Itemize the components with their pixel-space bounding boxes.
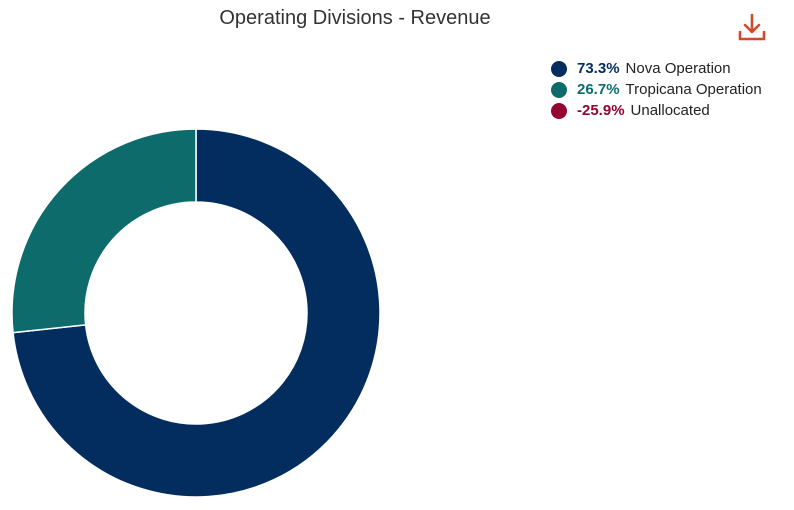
- download-icon: [738, 13, 766, 41]
- legend-item-unallocated[interactable]: -25.9% Unallocated: [551, 100, 762, 121]
- donut-chart: [11, 128, 381, 498]
- legend: 73.3% Nova Operation 26.7% Tropicana Ope…: [551, 58, 762, 121]
- legend-dot-tropicana: [551, 81, 567, 98]
- legend-item-nova[interactable]: 73.3% Nova Operation: [551, 58, 762, 79]
- legend-dot-unallocated: [551, 102, 567, 119]
- donut-slice-nova-operation[interactable]: [12, 128, 381, 498]
- legend-item-tropicana[interactable]: 26.7% Tropicana Operation: [551, 79, 762, 100]
- chart-title: Operating Divisions - Revenue: [219, 7, 491, 29]
- donut-slice-tropicana-operation[interactable]: [11, 128, 197, 334]
- legend-label-nova: Nova Operation: [625, 60, 731, 77]
- legend-pct-tropicana: 26.7%: [577, 81, 620, 98]
- legend-dot-nova: [551, 60, 567, 77]
- legend-label-unallocated: Unallocated: [630, 102, 710, 119]
- legend-label-tropicana: Tropicana Operation: [625, 81, 762, 98]
- legend-pct-unallocated: -25.9%: [577, 102, 625, 119]
- download-button[interactable]: [734, 10, 770, 46]
- legend-pct-nova: 73.3%: [577, 60, 620, 77]
